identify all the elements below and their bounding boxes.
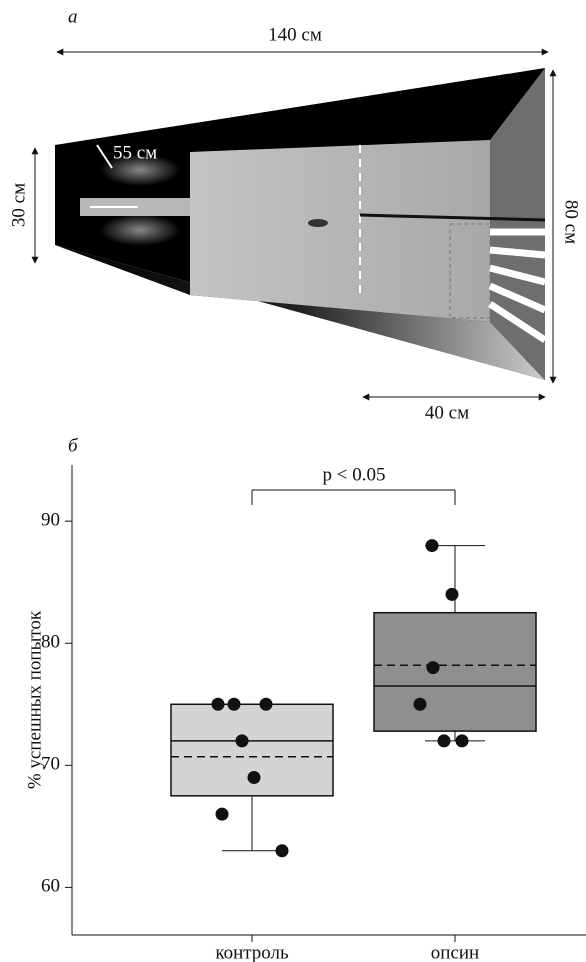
annotation: p < 0.05: [323, 464, 386, 485]
maze-diagram: а 140 см 55 см 30 см 80 см 40 см: [8, 6, 581, 423]
y-tick-label: 70: [41, 754, 60, 775]
data-point: [438, 734, 451, 747]
dimension-label: 30 см: [8, 183, 29, 227]
box: [374, 613, 536, 731]
panel-label: а: [68, 6, 78, 27]
data-point: [248, 771, 261, 784]
data-point: [414, 698, 427, 711]
x-tick-label: опсин: [431, 942, 479, 962]
data-point: [212, 698, 225, 711]
data-point: [276, 844, 289, 857]
data-point: [446, 588, 459, 601]
data-point: [236, 734, 249, 747]
data-point: [228, 698, 241, 711]
x-tick-label: контроль: [215, 942, 289, 962]
data-point: [260, 698, 273, 711]
y-tick-label: 80: [41, 632, 60, 653]
dimension-label: 40 см: [425, 402, 469, 423]
data-point: [216, 808, 229, 821]
dimension-label: 55 см: [113, 142, 157, 163]
box-chart: б % успешных попыток p < 0.05 60708090ко…: [24, 435, 586, 962]
dimension-label: 80 см: [561, 200, 582, 244]
data-point: [426, 539, 439, 552]
data-point: [456, 734, 469, 747]
figure: а 140 см 55 см 30 см 80 см 40 см б % усп…: [0, 0, 586, 962]
y-tick-label: 60: [41, 876, 60, 897]
panel-label: б: [68, 435, 79, 456]
dimension-label: 140 см: [268, 24, 322, 45]
data-point: [427, 661, 440, 674]
y-tick-label: 90: [41, 510, 60, 531]
